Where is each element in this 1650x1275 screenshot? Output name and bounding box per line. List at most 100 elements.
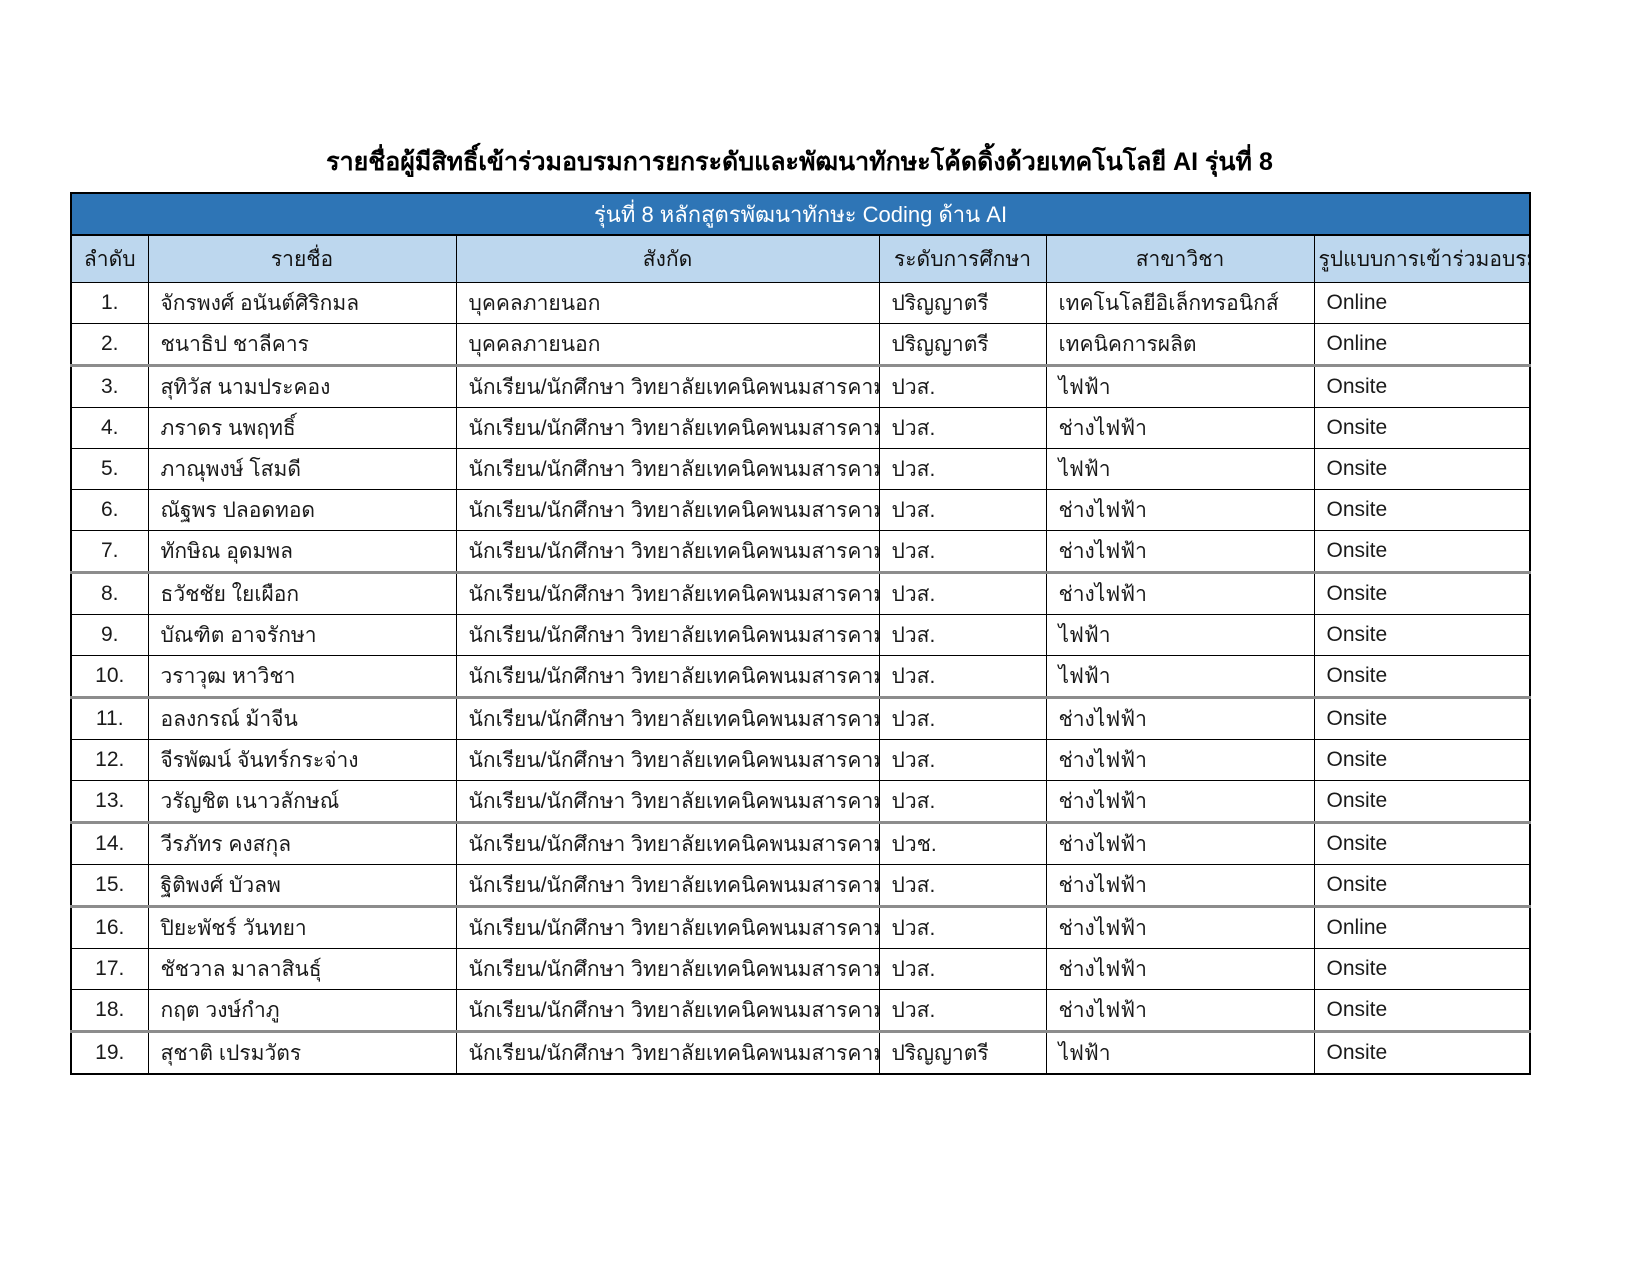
cell-name: วีรภัทร คงสกุล [147, 821, 457, 865]
cell-affiliation: บุคคลภายนอก [455, 323, 880, 366]
table-row: 13. วรัญชิต เนาวลักษณ์ นักเรียน/นักศึกษา… [70, 780, 1531, 823]
column-header-education: ระดับการศึกษา [878, 234, 1047, 283]
cell-education: ปวส. [878, 571, 1047, 615]
cell-mode: Onsite [1313, 364, 1531, 408]
cell-major: ช่างไฟฟ้า [1045, 530, 1315, 573]
cell-major: ช่างไฟฟ้า [1045, 407, 1315, 449]
cell-mode: Onsite [1313, 948, 1531, 990]
cell-mode: Onsite [1313, 448, 1531, 490]
cell-name: ภราดร นพฤทธิ์ [147, 407, 457, 449]
cell-index: 13. [70, 780, 149, 823]
cell-education: ปริญญาตรี [878, 1030, 1047, 1075]
table-row: 2. ชนาธิป ชาลีคาร บุคคลภายนอก ปริญญาตรี … [70, 323, 1531, 366]
cell-mode: Onsite [1313, 696, 1531, 740]
cell-affiliation: นักเรียน/นักศึกษา วิทยาลัยเทคนิคพนมสารคา… [455, 739, 880, 781]
cell-name: บัณฑิต อาจรักษา [147, 614, 457, 656]
cell-name: สุชาติ เปรมวัตร [147, 1030, 457, 1075]
table-row: 17. ชัชวาล มาลาสินธุ์ นักเรียน/นักศึกษา … [70, 948, 1531, 990]
table-row: 15. ฐิติพงศ์ บัวลพ นักเรียน/นักศึกษา วิท… [70, 864, 1531, 907]
cell-education: ปวส. [878, 489, 1047, 531]
table-header-row: ลำดับ รายชื่อ สังกัด ระดับการศึกษา สาขาว… [70, 234, 1531, 283]
cell-affiliation: บุคคลภายนอก [455, 282, 880, 324]
cell-education: ปวส. [878, 614, 1047, 656]
cell-name: ปิยะพัชร์ วันทยา [147, 905, 457, 949]
cell-major: ช่างไฟฟ้า [1045, 821, 1315, 865]
cell-major: ช่างไฟฟ้า [1045, 571, 1315, 615]
cell-index: 17. [70, 948, 149, 990]
table-row: 12. จีรพัฒน์ จันทร์กระจ่าง นักเรียน/นักศ… [70, 739, 1531, 781]
cell-major: ไฟฟ้า [1045, 614, 1315, 656]
cell-name: ทักษิณ อุดมพล [147, 530, 457, 573]
cell-education: ปวส. [878, 407, 1047, 449]
cell-name: ชัชวาล มาลาสินธุ์ [147, 948, 457, 990]
cell-mode: Online [1313, 323, 1531, 366]
cell-education: ปวส. [878, 864, 1047, 907]
cell-mode: Online [1313, 282, 1531, 324]
cell-affiliation: นักเรียน/นักศึกษา วิทยาลัยเทคนิคพนมสารคา… [455, 821, 880, 865]
cell-mode: Onsite [1313, 864, 1531, 907]
table-row: 19. สุชาติ เปรมวัตร นักเรียน/นักศึกษา วิ… [70, 1030, 1531, 1075]
cell-education: ปวส. [878, 948, 1047, 990]
cell-name: ธวัชชัย ใยเผือก [147, 571, 457, 615]
cell-major: ช่างไฟฟ้า [1045, 780, 1315, 823]
cell-education: ปวส. [878, 989, 1047, 1032]
cell-mode: Onsite [1313, 821, 1531, 865]
table-row: 4. ภราดร นพฤทธิ์ นักเรียน/นักศึกษา วิทยา… [70, 407, 1531, 449]
cell-name: กฤต วงษ์กำภู [147, 989, 457, 1032]
cell-major: ช่างไฟฟ้า [1045, 948, 1315, 990]
cell-major: ช่างไฟฟ้า [1045, 696, 1315, 740]
table-row: 8. ธวัชชัย ใยเผือก นักเรียน/นักศึกษา วิท… [70, 571, 1531, 615]
cell-major: ไฟฟ้า [1045, 1030, 1315, 1075]
cell-education: ปริญญาตรี [878, 282, 1047, 324]
cell-mode: Onsite [1313, 614, 1531, 656]
cell-index: 10. [70, 655, 149, 698]
cell-index: 12. [70, 739, 149, 781]
cell-name: วราวุฒ หาวิชา [147, 655, 457, 698]
cell-index: 19. [70, 1030, 149, 1075]
table-banner: รุ่นที่ 8 หลักสูตรพัฒนาทักษะ Coding ด้าน… [69, 192, 1532, 236]
cell-mode: Onsite [1313, 407, 1531, 449]
cell-affiliation: นักเรียน/นักศึกษา วิทยาลัยเทคนิคพนมสารคา… [455, 489, 880, 531]
cell-index: 9. [70, 614, 149, 656]
cell-affiliation: นักเรียน/นักศึกษา วิทยาลัยเทคนิคพนมสารคา… [455, 614, 880, 656]
cell-affiliation: นักเรียน/นักศึกษา วิทยาลัยเทคนิคพนมสารคา… [455, 448, 880, 490]
cell-mode: Online [1313, 905, 1531, 949]
cell-education: ปวส. [878, 448, 1047, 490]
cell-affiliation: นักเรียน/นักศึกษา วิทยาลัยเทคนิคพนมสารคา… [455, 905, 880, 949]
cell-education: ปวส. [878, 364, 1047, 408]
cell-name: จักรพงศ์ อนันต์ศิริกมล [147, 282, 457, 324]
cell-index: 5. [70, 448, 149, 490]
cell-index: 4. [70, 407, 149, 449]
cell-name: ณัฐพร ปลอดทอด [147, 489, 457, 531]
cell-index: 7. [70, 530, 149, 573]
table-banner-row: รุ่นที่ 8 หลักสูตรพัฒนาทักษะ Coding ด้าน… [69, 192, 1532, 236]
cell-education: ปวส. [878, 905, 1047, 949]
column-header-affiliation: สังกัด [455, 234, 880, 283]
cell-education: ปวส. [878, 739, 1047, 781]
cell-index: 15. [70, 864, 149, 907]
cell-mode: Onsite [1313, 655, 1531, 698]
cell-major: ช่างไฟฟ้า [1045, 739, 1315, 781]
cell-affiliation: นักเรียน/นักศึกษา วิทยาลัยเทคนิคพนมสารคา… [455, 364, 880, 408]
cell-education: ปวส. [878, 696, 1047, 740]
cell-index: 16. [70, 905, 149, 949]
cell-major: ไฟฟ้า [1045, 655, 1315, 698]
page-title: รายชื่อผู้มีสิทธิ์เข้าร่วมอบรมการยกระดับ… [326, 148, 1273, 176]
cell-education: ปวช. [878, 821, 1047, 865]
table-row: 16. ปิยะพัชร์ วันทยา นักเรียน/นักศึกษา ว… [70, 905, 1531, 949]
cell-affiliation: นักเรียน/นักศึกษา วิทยาลัยเทคนิคพนมสารคา… [455, 780, 880, 823]
cell-name: สุทิวัส นามประคอง [147, 364, 457, 408]
cell-index: 11. [70, 696, 149, 740]
participants-table: รุ่นที่ 8 หลักสูตรพัฒนาทักษะ Coding ด้าน… [69, 192, 1532, 1075]
cell-affiliation: นักเรียน/นักศึกษา วิทยาลัยเทคนิคพนมสารคา… [455, 571, 880, 615]
cell-index: 18. [70, 989, 149, 1032]
cell-major: เทคนิคการผลิต [1045, 323, 1315, 366]
table-row: 1. จักรพงศ์ อนันต์ศิริกมล บุคคลภายนอก ปร… [70, 282, 1531, 324]
column-header-mode: รูปแบบการเข้าร่วมอบรม [1313, 234, 1531, 283]
cell-affiliation: นักเรียน/นักศึกษา วิทยาลัยเทคนิคพนมสารคา… [455, 407, 880, 449]
cell-name: จีรพัฒน์ จันทร์กระจ่าง [147, 739, 457, 781]
table-row: 11. อลงกรณ์ ม้าจีน นักเรียน/นักศึกษา วิท… [70, 696, 1531, 740]
cell-mode: Onsite [1313, 780, 1531, 823]
cell-name: วรัญชิต เนาวลักษณ์ [147, 780, 457, 823]
table-row: 6. ณัฐพร ปลอดทอด นักเรียน/นักศึกษา วิทยา… [70, 489, 1531, 531]
